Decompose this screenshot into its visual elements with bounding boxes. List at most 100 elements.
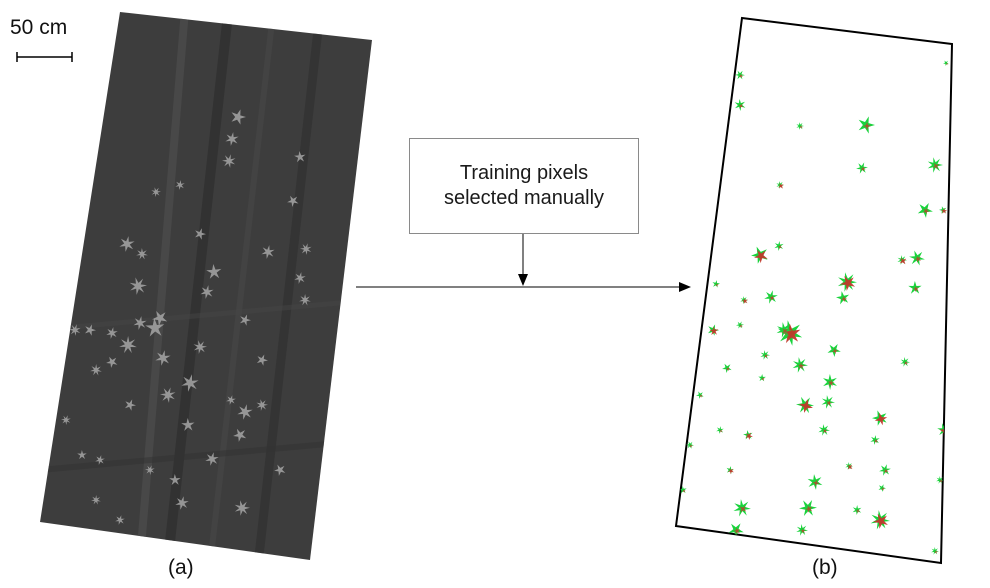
classified-patch-red (739, 324, 743, 328)
classified-patch-green (796, 524, 808, 536)
aerial-plant (181, 374, 199, 392)
classified-patch-red (733, 527, 740, 535)
aerial-plant (287, 195, 299, 207)
classified-patch-red (932, 162, 940, 170)
classified-patch-red (764, 354, 768, 358)
classified-patch-red (826, 400, 833, 406)
classified-patch-red (873, 513, 888, 529)
aerial-plant (181, 418, 195, 431)
classified-patch-red (699, 394, 703, 398)
aerial-plant (256, 354, 268, 366)
classified-patch-green (686, 441, 694, 449)
classified-patch-red (922, 207, 930, 215)
classified-patch-red (823, 429, 827, 433)
aerial-plant (294, 272, 306, 284)
classified-patch-red (860, 166, 866, 172)
aerial-plant (240, 314, 251, 326)
classified-patch-red (812, 479, 820, 487)
annotation-text: Training pixels selected manually (443, 162, 605, 209)
aerial-plant (256, 399, 268, 411)
classified-patch-red (831, 347, 839, 355)
classified-image-panel (674, 16, 954, 565)
aerial-plant (299, 294, 311, 306)
classified-patch-red (934, 550, 938, 554)
aerial-plant (175, 180, 185, 190)
classified-patch-red (914, 255, 921, 263)
aerial-plant (106, 327, 118, 339)
classified-patch-red (709, 326, 719, 335)
aerial-plant (151, 187, 161, 197)
aerial-plant (205, 452, 219, 466)
aerial-plant (119, 336, 137, 354)
classified-patch-green (696, 391, 704, 399)
aerial-plant (225, 132, 239, 146)
aerial-plant (77, 450, 87, 460)
aerial-plant (195, 228, 206, 240)
aerial-plant (193, 340, 207, 354)
aerial-image-panel (40, 12, 372, 560)
classified-patch-red (797, 362, 805, 369)
classified-patch-red (741, 297, 748, 304)
classified-patch-green (758, 374, 766, 382)
aerial-plant (90, 364, 102, 376)
aerial-plant (152, 311, 168, 326)
aerial-plant (234, 500, 250, 516)
aerial-plant (200, 285, 214, 299)
scale-bar (16, 52, 73, 62)
classified-image-frame (674, 16, 954, 565)
classified-patch-green (679, 486, 687, 494)
classified-patch-green (936, 476, 944, 484)
classified-patch-red (881, 487, 885, 491)
classified-patch-red (780, 323, 801, 344)
aerial-plant (226, 395, 236, 405)
classified-patch-red (863, 122, 871, 131)
classified-patch-red (945, 62, 949, 66)
aerial-plant (233, 428, 247, 442)
aerial-image-background (40, 12, 372, 560)
aerial-plant (91, 495, 101, 505)
classified-patch-red (800, 528, 806, 534)
flow-arrows (356, 234, 691, 292)
classified-patch-green (943, 60, 949, 66)
classified-patch-red (726, 366, 731, 372)
classified-patch-red (847, 464, 853, 470)
classified-patch-red (939, 479, 943, 483)
scale-bar-label: 50 cm (10, 16, 68, 39)
classified-patch-green (852, 505, 862, 515)
classified-patch-red (899, 257, 907, 265)
aerial-plant (145, 465, 155, 475)
classified-patch-green (939, 206, 947, 214)
aerial-plant (261, 245, 275, 259)
aerial-plant (119, 236, 135, 252)
aerial-plant (145, 318, 165, 337)
classified-patch-green (807, 474, 823, 490)
classified-patch-red (769, 295, 775, 301)
classified-patch-green (931, 547, 939, 555)
classified-patch-red (778, 183, 784, 189)
classified-patch-red (799, 125, 803, 129)
classified-patch-red (799, 399, 813, 413)
aerial-image-texture (40, 12, 372, 560)
classified-patch-red (782, 328, 788, 334)
classified-patch-red (874, 412, 888, 426)
classified-patch-green (836, 291, 850, 305)
classified-patch-green (878, 484, 886, 492)
classified-patch-red (778, 245, 782, 249)
aerial-plant (160, 387, 176, 403)
aerial-plant (129, 277, 147, 295)
classified-patch-red (903, 361, 909, 366)
aerial-plant (61, 415, 71, 425)
aerial-plant (300, 243, 312, 255)
classified-patch-red (874, 438, 879, 444)
classified-patch-green (774, 241, 784, 251)
classified-patch-red (738, 74, 744, 79)
classified-patch-green (736, 321, 744, 329)
classified-patch-red (754, 249, 768, 264)
classified-patch-red (827, 379, 835, 387)
aerial-plant (175, 496, 189, 510)
aerial-plant (136, 248, 148, 260)
aerial-plant (85, 324, 96, 336)
aerial-plant (106, 356, 118, 368)
